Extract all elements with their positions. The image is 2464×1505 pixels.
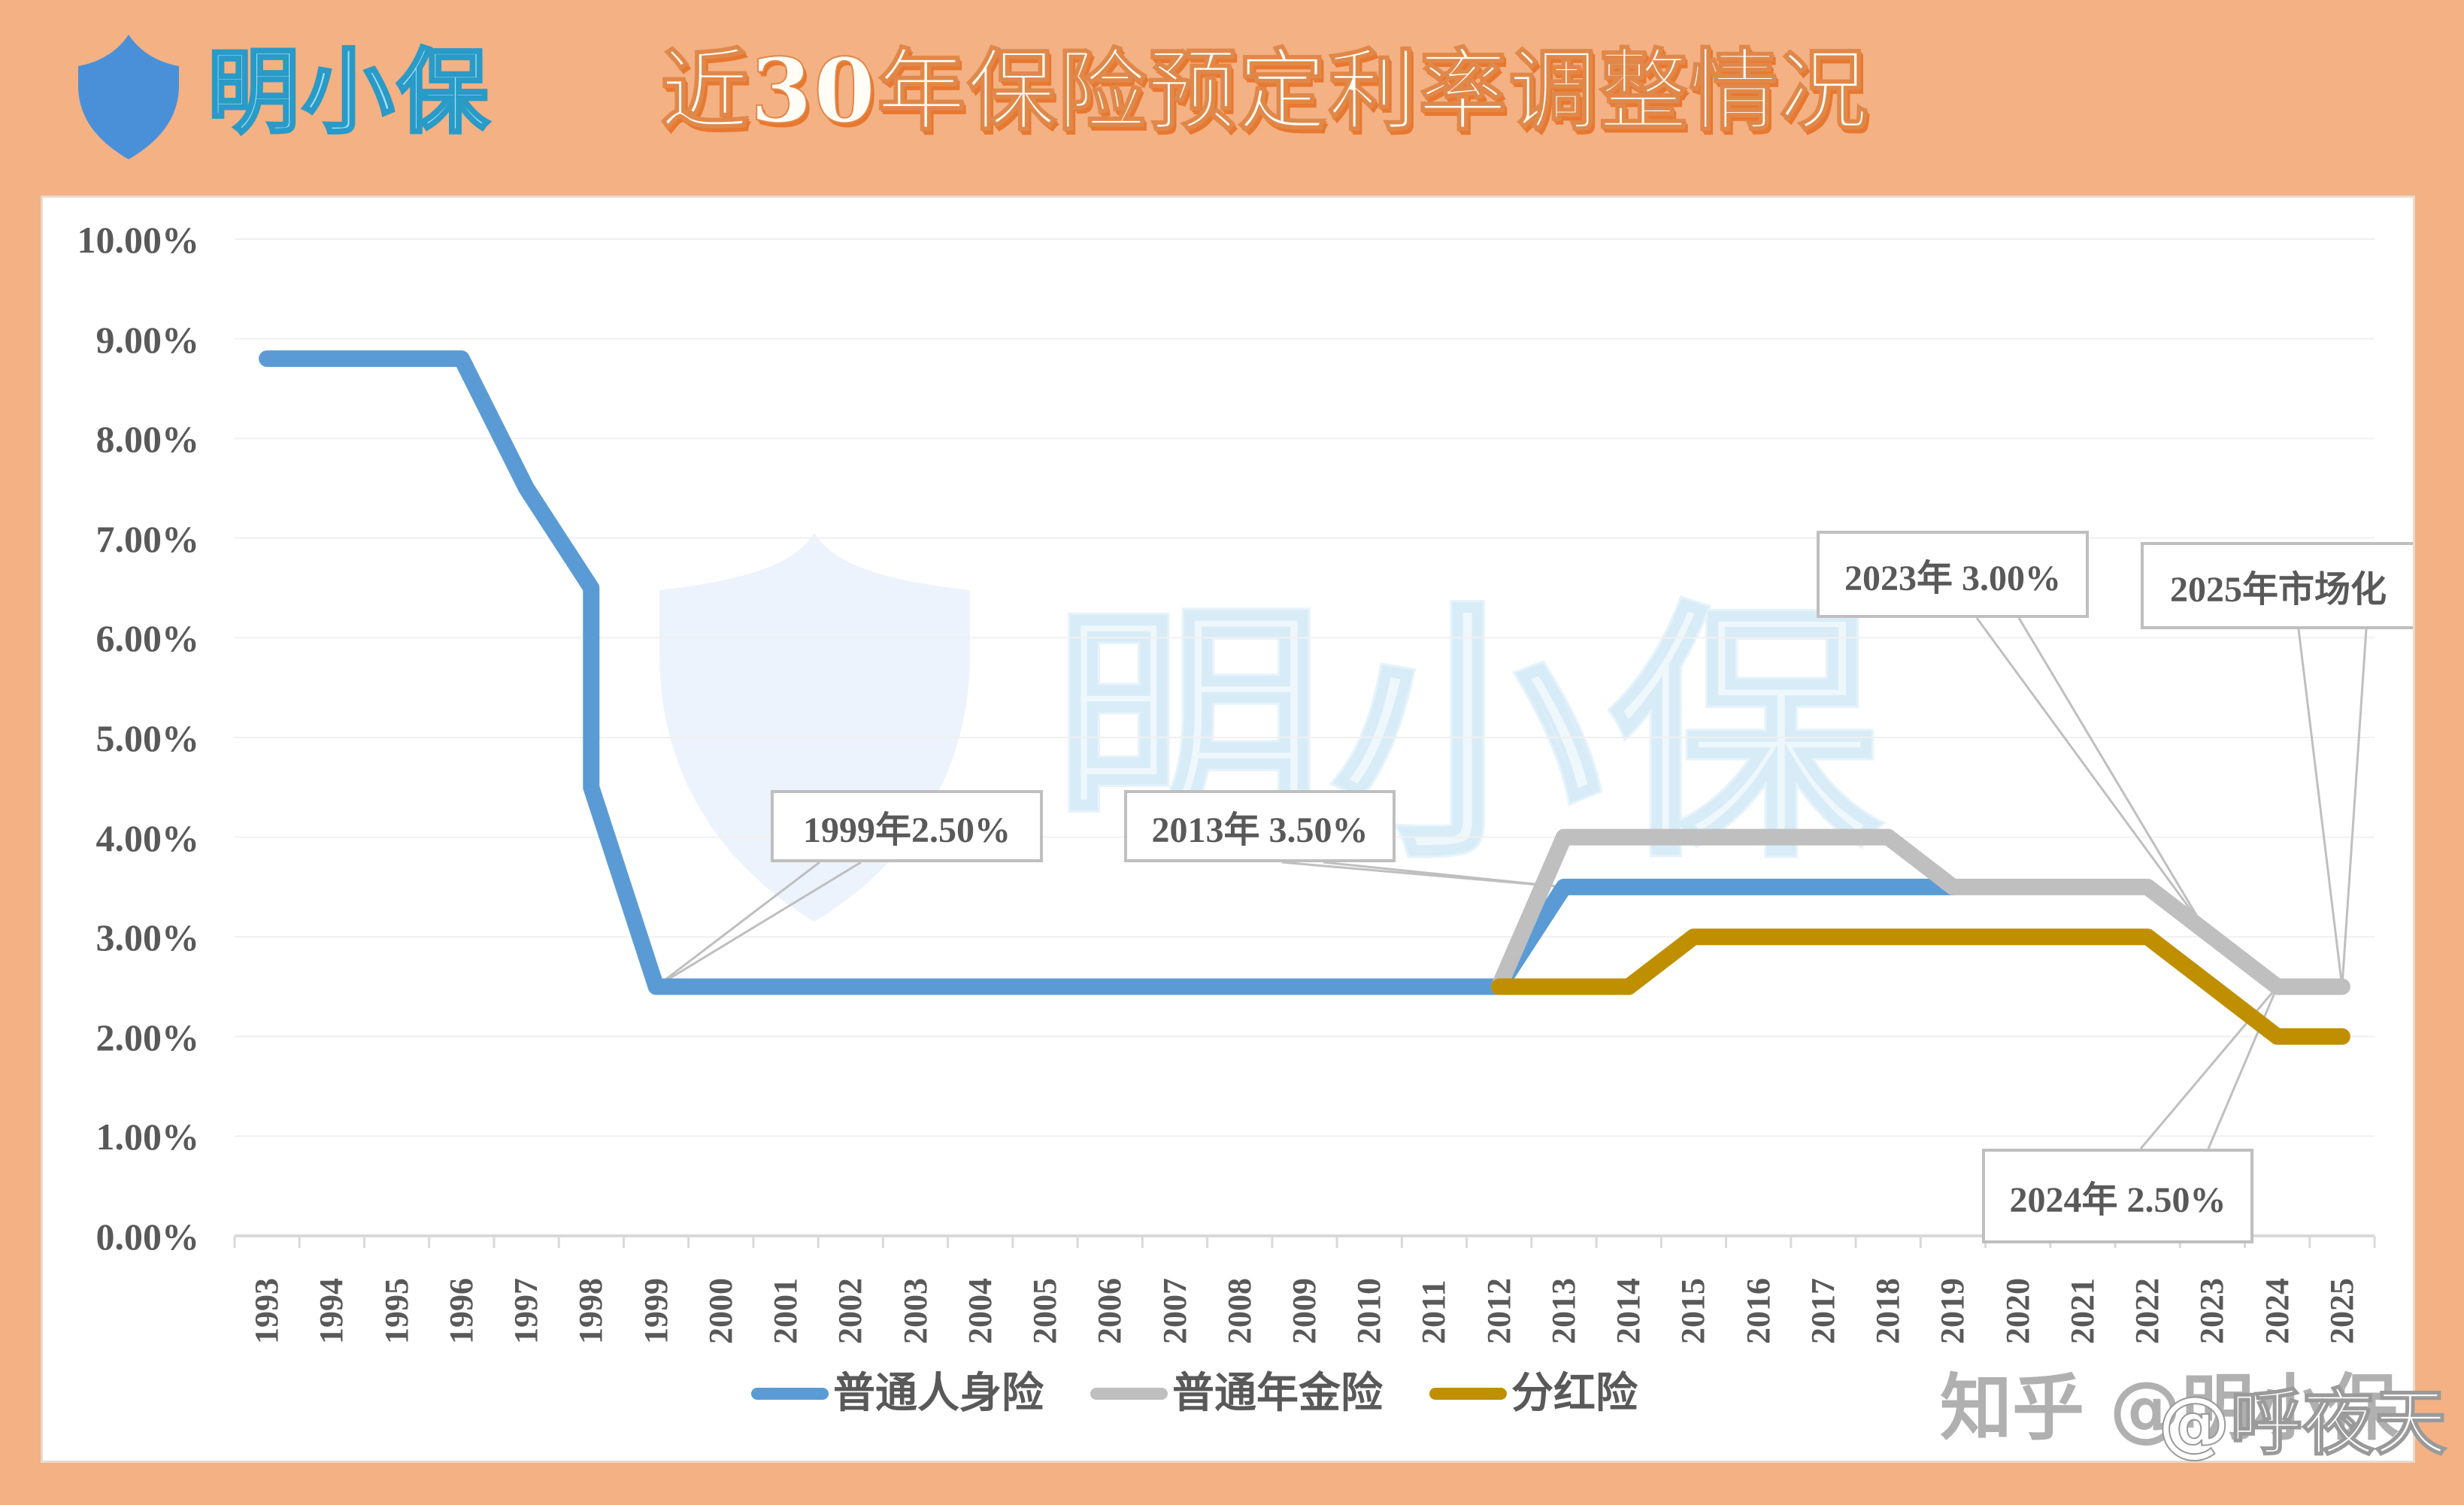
callout-2023: 2023年 3.00%: [1817, 531, 2089, 618]
x-tick-label: 1995: [377, 1278, 415, 1344]
x-tick-label: 2018: [1869, 1278, 1907, 1344]
x-tick-label: 2024: [2258, 1278, 2296, 1344]
legend-swatch-annuity: [1090, 1388, 1168, 1400]
y-tick-label: 6.00%: [95, 617, 200, 660]
x-tick-label: 2007: [1156, 1278, 1193, 1344]
x-tick-label: 2021: [2063, 1278, 2101, 1344]
x-tick-label: 2002: [832, 1278, 869, 1344]
watermark-zhihu: 知乎 @明小保: [1940, 1366, 2399, 1450]
legend-item-life[interactable]: 普通人身险: [751, 1373, 1044, 1415]
x-tick-label: 1998: [572, 1278, 610, 1344]
legend-item-participating[interactable]: 分红险: [1429, 1373, 1638, 1415]
page-title: 近30年保险预定利率调整情况: [659, 38, 1870, 143]
x-tick-label: 2014: [1610, 1278, 1647, 1344]
legend-item-annuity[interactable]: 普通年金险: [1090, 1373, 1383, 1415]
x-tick-label: 2023: [2193, 1278, 2231, 1344]
y-tick-label: 1.00%: [95, 1116, 200, 1158]
watermark-overlay: @呼夜天: [2157, 1381, 2447, 1465]
x-tick-label: 2001: [767, 1278, 805, 1344]
x-tick-label: 2013: [1544, 1278, 1582, 1344]
y-tick-label: 5.00%: [95, 717, 200, 759]
y-tick-label: 3.00%: [95, 916, 200, 959]
x-tick-label: 1993: [248, 1278, 286, 1344]
y-tick-label: 10.00%: [77, 219, 200, 261]
y-tick-label: 8.00%: [95, 418, 200, 461]
y-tick-label: 4.00%: [95, 816, 200, 859]
y-tick-label: 7.00%: [95, 517, 200, 560]
callout-2013: 2013年 3.50%: [1124, 790, 1396, 862]
x-tick-label: 2025: [2323, 1278, 2360, 1344]
x-tick-label: 2003: [896, 1278, 934, 1344]
y-tick-label: 2.00%: [95, 1016, 200, 1058]
x-tick-label: 2015: [1674, 1278, 1712, 1344]
x-tick-label: 2009: [1286, 1278, 1323, 1344]
x-tick-label: 2006: [1091, 1278, 1129, 1344]
x-tick-label: 1997: [508, 1278, 545, 1344]
x-tick-label: 2011: [1415, 1279, 1453, 1344]
y-tick-label: 9.00%: [95, 318, 200, 361]
shield-icon: [78, 35, 179, 159]
x-tick-label: 2010: [1350, 1278, 1388, 1344]
legend-swatch-participating: [1429, 1388, 1507, 1400]
brand-name: 明小保: [206, 39, 492, 146]
x-tick-label: 2020: [1999, 1278, 2036, 1344]
x-tick-label: 2005: [1026, 1278, 1064, 1344]
x-tick-label: 2016: [1739, 1278, 1777, 1344]
x-tick-label: 2004: [961, 1278, 999, 1344]
x-tick-label: 2017: [1804, 1278, 1841, 1344]
series-line-1: [259, 350, 1962, 995]
x-tick-label: 1999: [637, 1278, 674, 1344]
series-lines: [259, 350, 2350, 1045]
series-line-2: [1490, 828, 2350, 995]
y-tick-label: 0.00%: [95, 1216, 200, 1258]
x-tick-label: 2019: [1934, 1278, 1972, 1344]
callout-2025: 2025年市场化: [2141, 542, 2413, 629]
x-tick-label: 1994: [313, 1278, 350, 1344]
legend-swatch-life: [751, 1388, 829, 1400]
chart-legend: 普通人身险 普通年金险 分红险: [751, 1373, 1684, 1415]
callout-1999: 1999年2.50%: [771, 790, 1043, 862]
series-line-3: [1490, 928, 2350, 1045]
x-tick-label: 2008: [1220, 1278, 1258, 1344]
x-tick-label: 1996: [442, 1278, 480, 1344]
x-tick-label: 2012: [1480, 1278, 1517, 1344]
gridlines: [235, 238, 2375, 1137]
x-tick-label: 2022: [2129, 1278, 2166, 1344]
callout-2024: 2024年 2.50%: [1982, 1149, 2253, 1243]
x-tick-label: 2000: [702, 1278, 739, 1344]
